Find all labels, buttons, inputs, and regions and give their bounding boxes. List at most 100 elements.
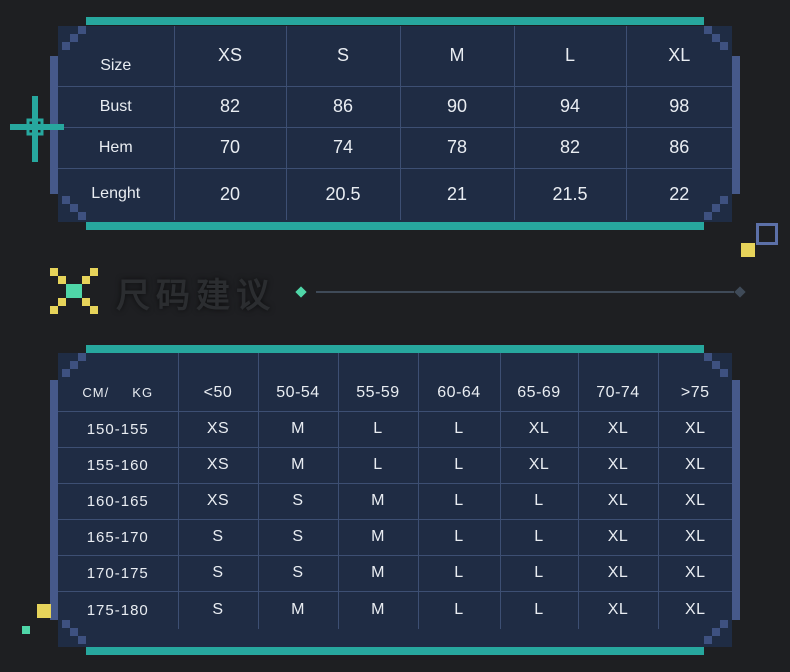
panel-right-edge — [732, 56, 740, 194]
rec-cell: XL — [657, 446, 732, 484]
size-header-row: Size XS S M L XL — [58, 26, 732, 87]
rec-header-row: CM/ KG <50 50-54 55-59 60-64 65-69 70-74… — [58, 353, 732, 412]
rec-cell: S — [177, 554, 259, 592]
rec-header-cell: <50 — [177, 353, 259, 412]
rec-cell: XL — [657, 590, 732, 629]
rec-cell: XL — [657, 410, 732, 448]
rec-cell: M — [257, 410, 339, 448]
rec-cell: XL — [577, 482, 659, 520]
size-row-label: Bust — [58, 85, 175, 128]
rec-cell: L — [499, 554, 579, 592]
size-cell: 94 — [513, 85, 627, 128]
yellow-square-icon — [741, 243, 755, 257]
crosshair-icon — [10, 96, 64, 162]
rec-row-label: 155-160 — [58, 446, 179, 484]
rec-cell: S — [177, 518, 259, 556]
rec-cell: XL — [577, 590, 659, 629]
rec-cell: L — [417, 590, 501, 629]
rec-cell: S — [257, 554, 339, 592]
rec-cell: M — [337, 554, 419, 592]
size-cell: 98 — [625, 85, 732, 128]
rec-cell: XS — [177, 446, 259, 484]
rec-row-label: 160-165 — [58, 482, 179, 520]
rec-cell: XL — [499, 446, 579, 484]
rec-cell: XL — [657, 554, 732, 592]
rec-cell: L — [417, 482, 501, 520]
size-row-label: Hem — [58, 126, 175, 169]
rec-cell: L — [499, 482, 579, 520]
square-outline-icon — [756, 223, 778, 245]
rec-header-cell: 65-69 — [499, 353, 579, 412]
rec-row: 175-180 S M M L L XL XL — [58, 590, 732, 629]
size-cell: 21 — [399, 167, 515, 220]
diamond-icon — [734, 286, 746, 298]
size-cell: 74 — [285, 126, 401, 169]
size-header-cell: M — [399, 26, 515, 87]
size-row: Bust 82 86 90 94 98 — [58, 85, 732, 128]
rec-cell: L — [417, 554, 501, 592]
pixel-x-icon — [50, 268, 98, 314]
rec-cell: M — [337, 518, 419, 556]
rec-cell: XS — [177, 410, 259, 448]
rec-cell: L — [417, 446, 501, 484]
rec-header-cell: 50-54 — [257, 353, 339, 412]
rec-cell: S — [177, 590, 259, 629]
rec-cell: L — [337, 446, 419, 484]
rec-header-cell: 60-64 — [417, 353, 501, 412]
size-header-cell: Size — [58, 26, 175, 87]
panel-top-bar — [86, 17, 704, 25]
size-cell: 70 — [173, 126, 287, 169]
size-header-cell: L — [513, 26, 627, 87]
mint-square-icon — [22, 626, 30, 634]
corner-pixel — [712, 628, 720, 636]
rec-cell: S — [257, 482, 339, 520]
size-row: Lenght 20 20.5 21 21.5 22 — [58, 167, 732, 220]
rec-cell: L — [417, 410, 501, 448]
rec-header-cell: >75 — [657, 353, 732, 412]
size-cell: 82 — [173, 85, 287, 128]
size-cell: 78 — [399, 126, 515, 169]
rec-row-label: 150-155 — [58, 410, 179, 448]
rec-row: 155-160 XS M L L XL XL XL — [58, 446, 732, 484]
rec-row-label: 170-175 — [58, 554, 179, 592]
rec-cell: XL — [499, 410, 579, 448]
size-cell: 82 — [513, 126, 627, 169]
size-chart-table: Size XS S M L XL Bust 82 86 90 94 98 Hem… — [58, 26, 732, 220]
diamond-icon — [295, 286, 307, 298]
panel-top-bar — [86, 345, 704, 353]
size-cell: 86 — [625, 126, 732, 169]
rec-cell: XL — [577, 554, 659, 592]
rec-cell: M — [257, 446, 339, 484]
panel-right-edge — [732, 380, 740, 620]
rec-row: 150-155 XS M L L XL XL XL — [58, 410, 732, 448]
rec-cell: M — [337, 482, 419, 520]
yellow-square-icon — [37, 604, 51, 618]
rec-cell: XL — [577, 446, 659, 484]
recommendation-table: CM/ KG <50 50-54 55-59 60-64 65-69 70-74… — [58, 353, 732, 629]
corner-pixel — [704, 636, 712, 644]
rec-cell: XL — [657, 518, 732, 556]
divider-line — [316, 291, 734, 293]
size-cell: 20 — [173, 167, 287, 220]
rec-cell: XL — [577, 518, 659, 556]
size-cell: 86 — [285, 85, 401, 128]
size-row-label: Lenght — [58, 167, 175, 220]
size-header-cell: XL — [625, 26, 732, 87]
rec-cell: XL — [657, 482, 732, 520]
rec-cell: XS — [177, 482, 259, 520]
rec-row: 170-175 S S M L L XL XL — [58, 554, 732, 592]
rec-cell: L — [499, 518, 579, 556]
rec-cell: M — [257, 590, 339, 629]
size-cell: 21.5 — [513, 167, 627, 220]
rec-cell: M — [337, 590, 419, 629]
rec-row: 165-170 S S M L L XL XL — [58, 518, 732, 556]
section-title: 尺码建议 — [116, 276, 276, 316]
rec-corner-label: CM/ KG — [58, 353, 179, 412]
size-header-cell: S — [285, 26, 401, 87]
rec-cell: XL — [577, 410, 659, 448]
size-row: Hem 70 74 78 82 86 — [58, 126, 732, 169]
rec-row-label: 165-170 — [58, 518, 179, 556]
size-cell: 22 — [625, 167, 732, 220]
size-cell: 20.5 — [285, 167, 401, 220]
rec-row-label: 175-180 — [58, 590, 179, 629]
